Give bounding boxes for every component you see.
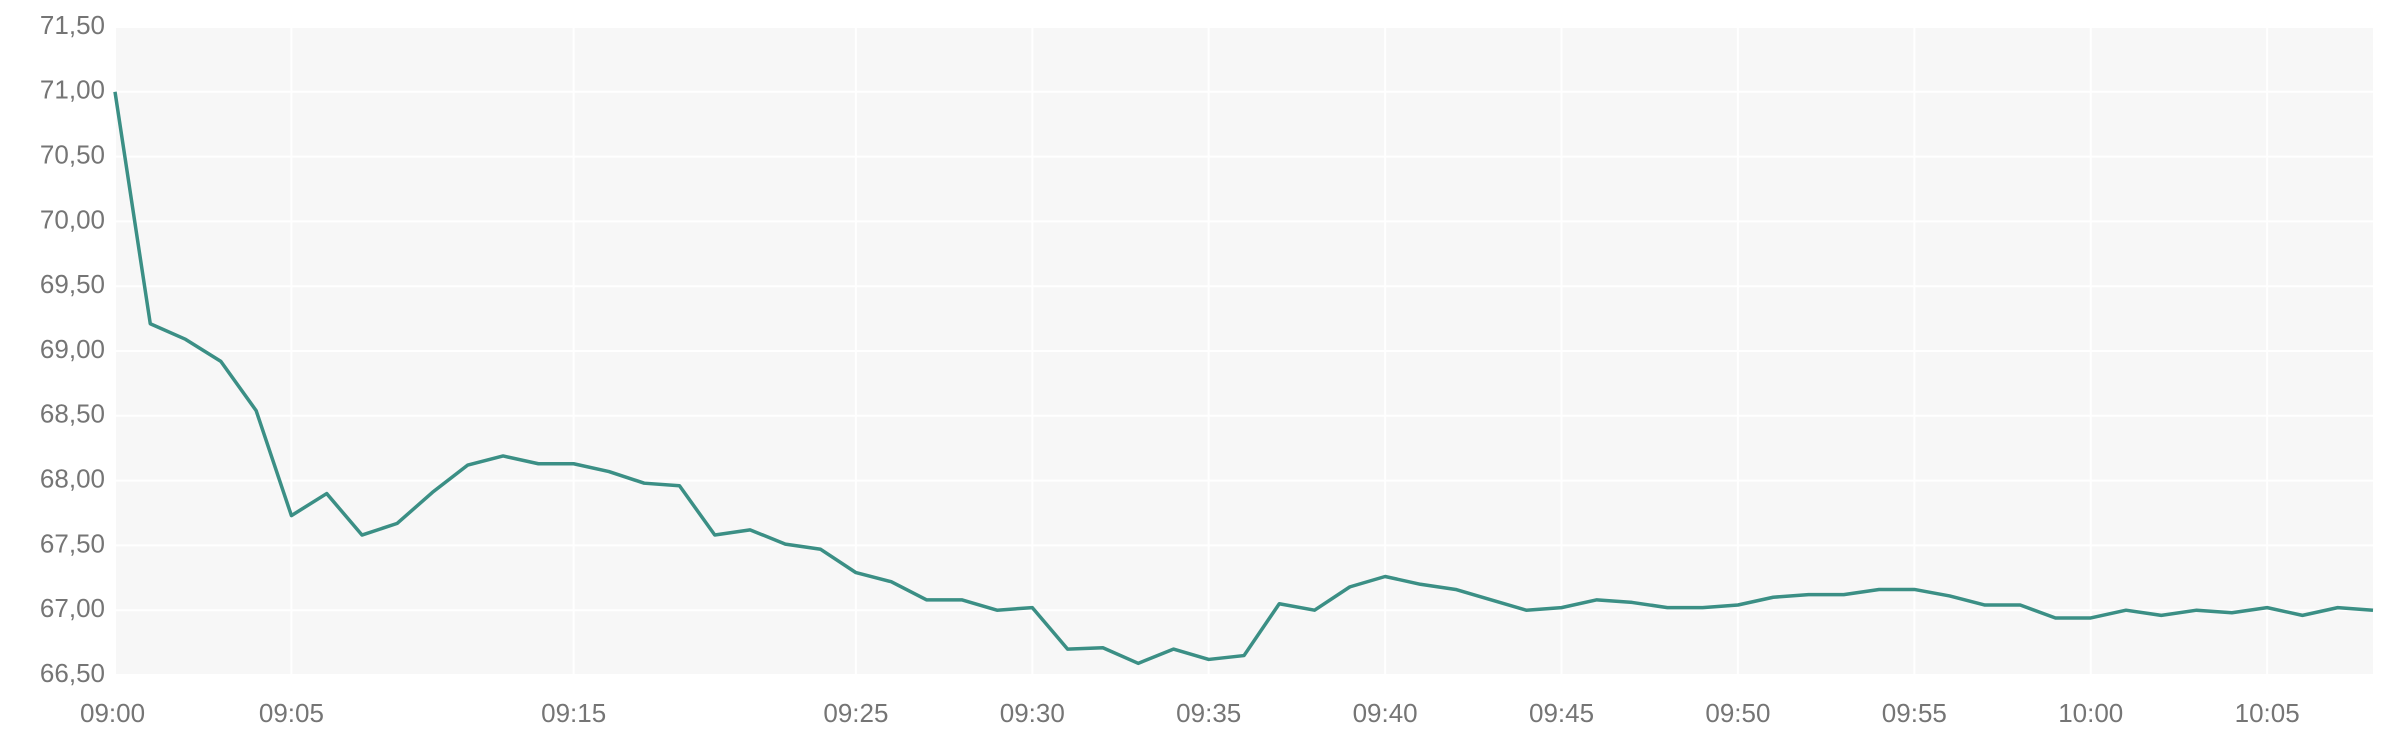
x-tick-label: 09:45 (1529, 698, 1594, 728)
x-tick-label: 09:35 (1176, 698, 1241, 728)
x-tick-label: 09:05 (259, 698, 324, 728)
y-tick-label: 67,50 (40, 528, 105, 558)
y-tick-label: 69,00 (40, 334, 105, 364)
data-line (113, 91, 2374, 666)
x-tick-label: 10:05 (2235, 698, 2300, 728)
y-tick-label: 69,50 (40, 269, 105, 299)
x-tick-label: 10:00 (2058, 698, 2123, 728)
y-tick-label: 71,50 (40, 10, 105, 40)
x-tick-label: 09:25 (823, 698, 888, 728)
x-tick-label: 09:55 (1882, 698, 1947, 728)
x-tick-label: 09:50 (1705, 698, 1770, 728)
x-tick-label: 09:40 (1353, 698, 1418, 728)
x-tick-label: 09:00 (80, 698, 145, 728)
x-tick-label: 09:15 (541, 698, 606, 728)
y-tick-label: 68,50 (40, 399, 105, 429)
x-tick-label: 09:30 (1000, 698, 1065, 728)
y-tick-label: 67,00 (40, 593, 105, 623)
y-tick-label: 70,00 (40, 204, 105, 234)
y-tick-label: 71,00 (40, 75, 105, 105)
y-tick-label: 70,50 (40, 139, 105, 169)
y-tick-label: 66,50 (40, 658, 105, 688)
y-tick-label: 68,00 (40, 463, 105, 493)
